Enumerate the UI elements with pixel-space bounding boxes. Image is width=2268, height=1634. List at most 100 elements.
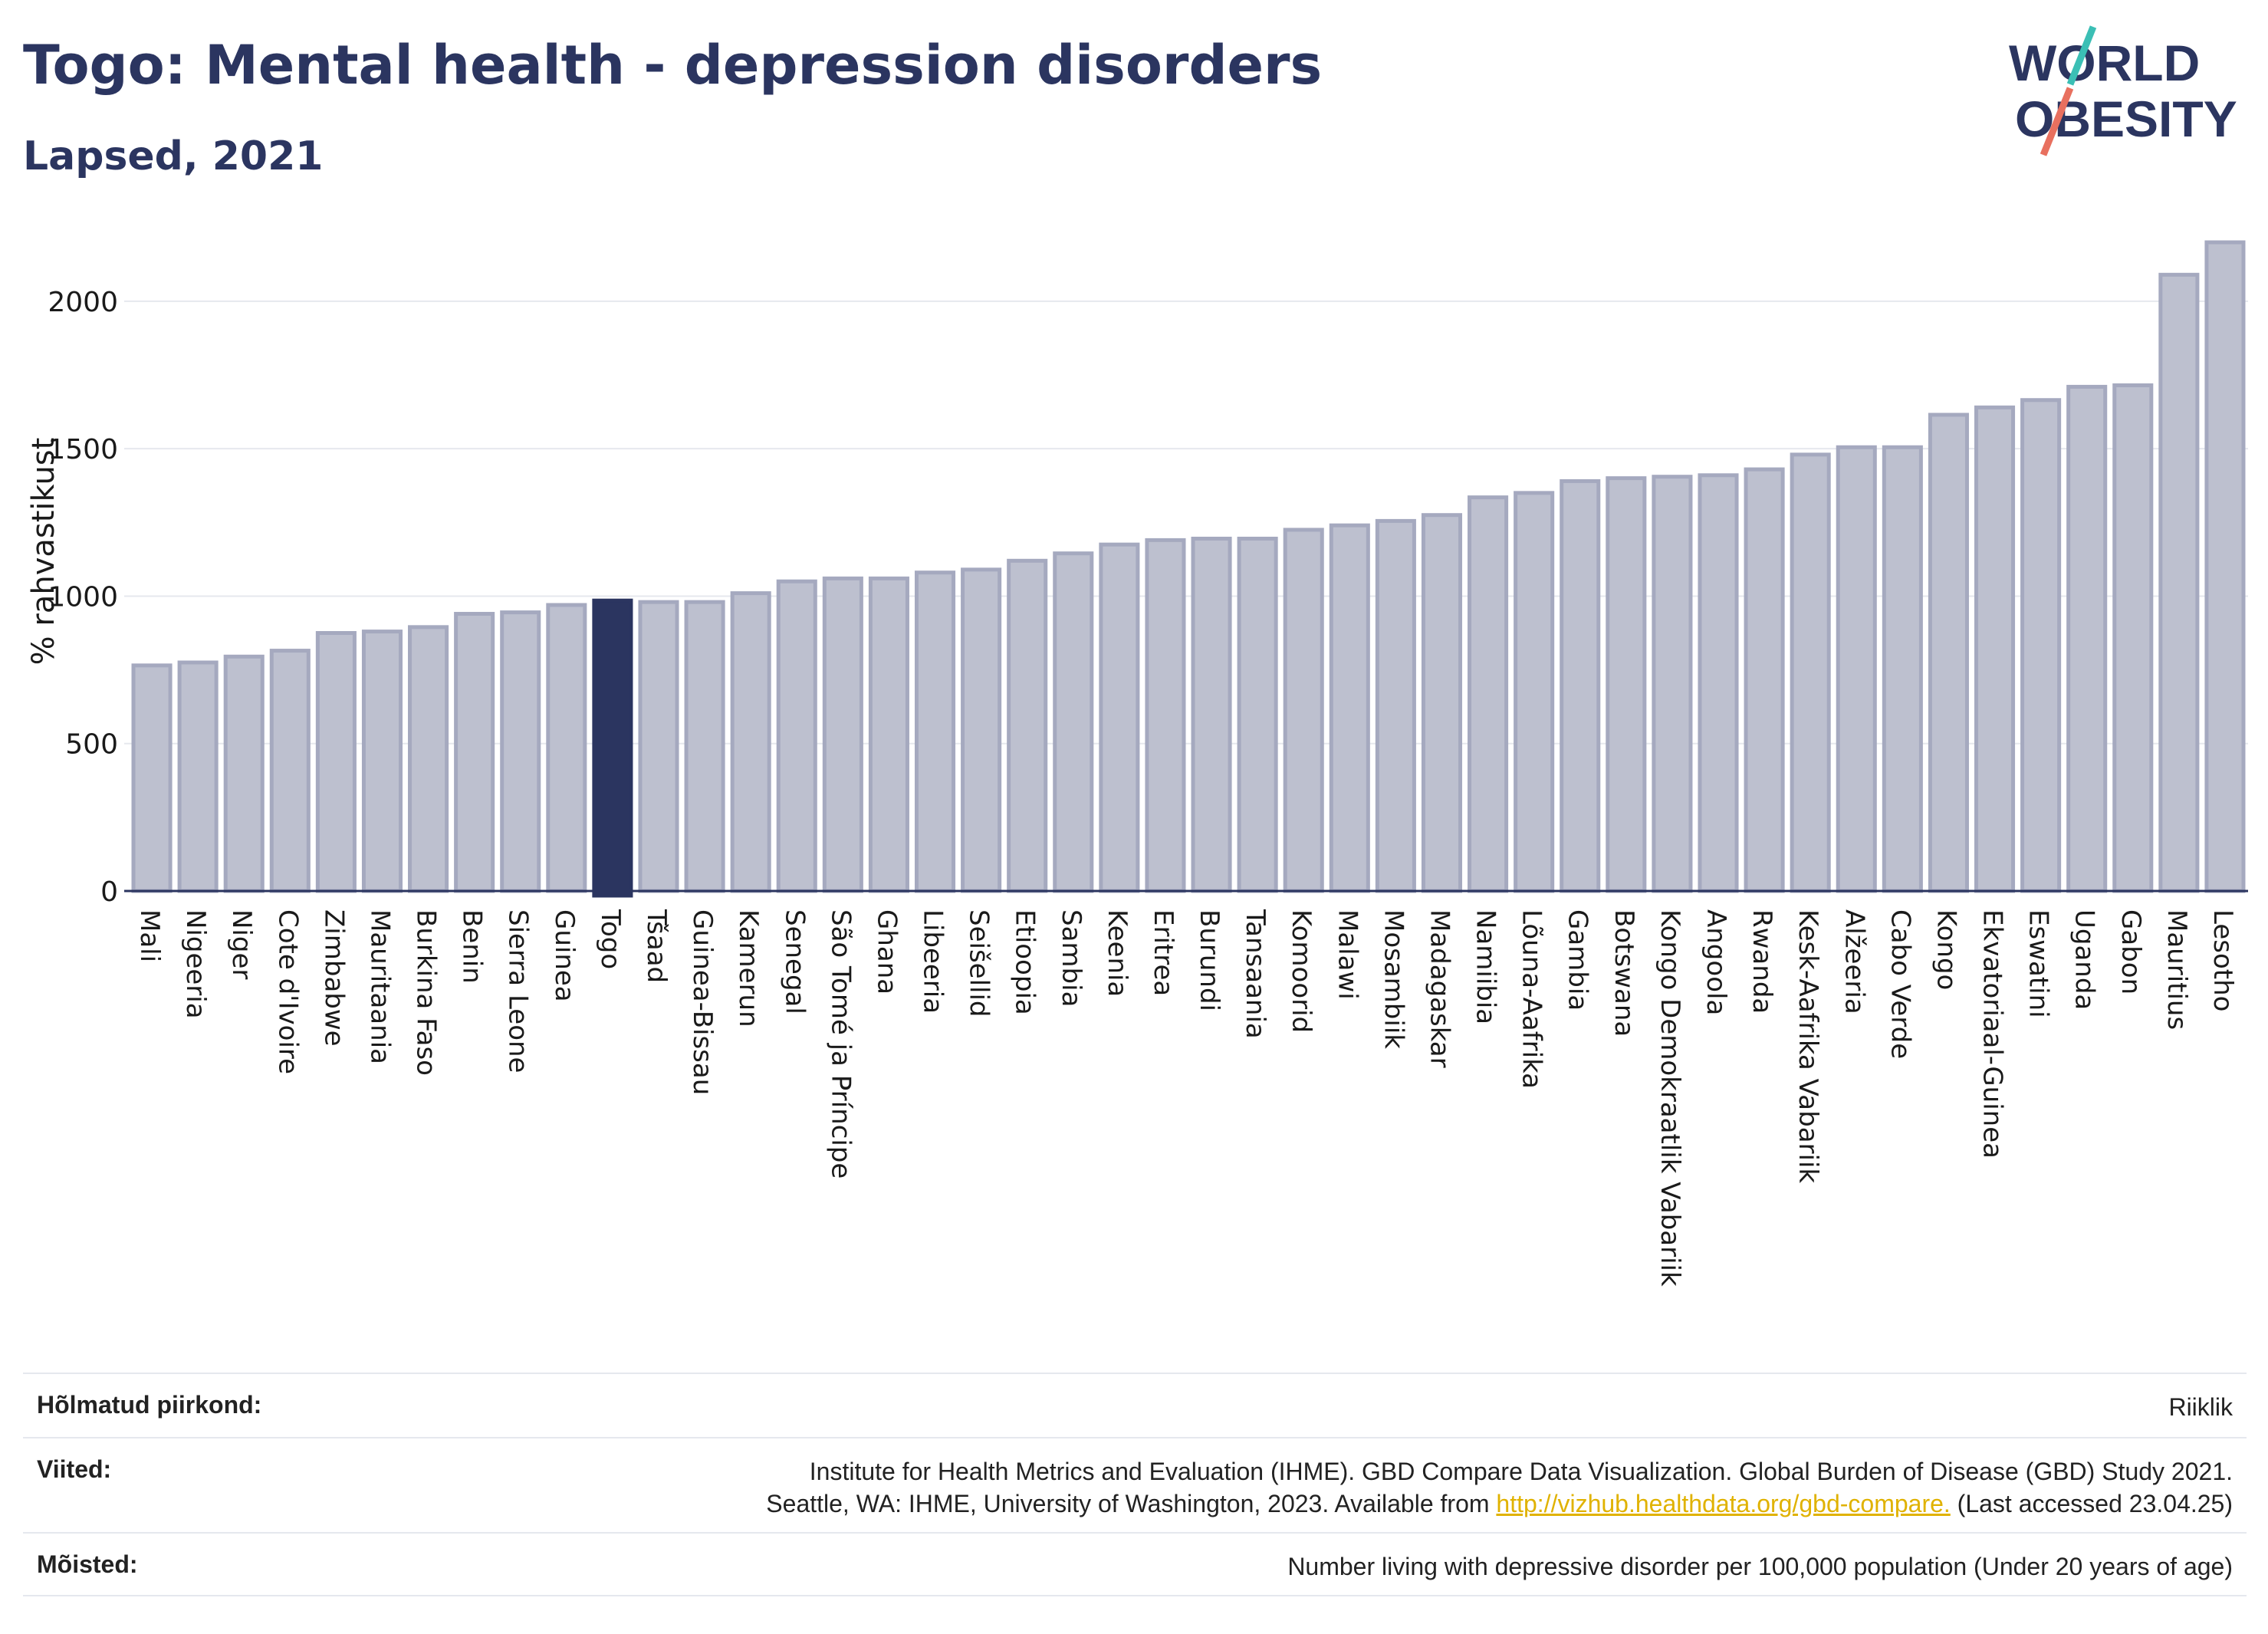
- bar-burundi: [1191, 536, 1232, 893]
- bar-keenia: [1099, 542, 1140, 893]
- bar-togo: [592, 598, 633, 898]
- bar-kongo: [1928, 413, 1969, 893]
- x-tick-label: Ghana: [871, 909, 902, 995]
- bar-chart: 0 500 1000 1500 2000 Mali Nigeeria Niger Cote d…: [26, 240, 2248, 1287]
- x-tick-label: Mauritius: [2161, 909, 2192, 1030]
- y-tick-label: 1000: [48, 581, 118, 613]
- x-tick-label: Burundi: [1194, 909, 1224, 1011]
- x-tick-label: Botswana: [1609, 909, 1639, 1037]
- x-tick-label: Namiibia: [1471, 909, 1501, 1024]
- bar-benin: [454, 612, 495, 893]
- x-tick-label: Keenia: [1102, 909, 1132, 997]
- x-tick-label: Niger: [226, 909, 257, 979]
- bar-kongo-demokraatlik-vabariik: [1652, 475, 1693, 893]
- bar-botswana: [1606, 476, 1647, 893]
- logo-slash-teal: [2066, 25, 2097, 86]
- y-tick-label: 500: [65, 729, 118, 761]
- x-tick-label: Tansaania: [1240, 909, 1270, 1039]
- bar-eswatini: [2020, 398, 2062, 893]
- bar-sambia: [1053, 551, 1094, 893]
- x-tick-label: Benin: [457, 909, 488, 984]
- references-value: Institute for Health Metrics and Evaluat…: [766, 1455, 2233, 1520]
- region-label: Hõlmatud piirkond:: [37, 1391, 262, 1419]
- chart-subtitle: Lapsed, 2021: [23, 133, 324, 179]
- bar-gambia: [1560, 478, 1601, 893]
- bar-eritrea: [1145, 538, 1186, 893]
- chart-title: Togo: Mental health - depression disorde…: [23, 34, 1323, 97]
- footer-row-definitions: Mõisted: Number living with depressive d…: [23, 1532, 2247, 1596]
- x-tick-label: Etioopia: [1010, 909, 1040, 1015]
- x-tick-label: Guinea: [549, 909, 580, 1002]
- references-line2-before: Seattle, WA: IHME, University of Washing…: [766, 1490, 1497, 1517]
- x-tick-label: Sierra Leone: [503, 909, 534, 1073]
- x-tick-label: Libeeria: [918, 909, 948, 1014]
- x-tick-label: Senegal: [779, 909, 810, 1014]
- x-tick-label: Angoola: [1701, 909, 1731, 1015]
- y-axis-label: % rahvastikust: [26, 438, 61, 666]
- bar-sierra-leone: [500, 610, 541, 893]
- y-tick-label: 1500: [48, 434, 118, 465]
- x-tick-label: Ekvatoriaal-Guinea: [1977, 909, 2008, 1159]
- footer-row-references: Viited: Institute for Health Metrics and…: [23, 1437, 2247, 1532]
- x-tick-label: Mosambiik: [1378, 909, 1408, 1049]
- footer-row-region: Hõlmatud piirkond: Riiklik: [23, 1373, 2247, 1437]
- x-tick-label: Kamerun: [733, 909, 764, 1027]
- bar-ghana: [868, 576, 909, 893]
- x-tick-label: Sambia: [1056, 909, 1086, 1007]
- bar-s-o-tom-ja-pr-ncipe: [822, 576, 863, 893]
- bar-namiibia: [1468, 495, 1509, 893]
- bar-zimbabwe: [315, 631, 357, 893]
- bar-cabo-verde: [1882, 445, 1923, 893]
- bar-uganda: [2066, 384, 2108, 893]
- bar-komoorid: [1283, 528, 1324, 893]
- x-tick-label: Nigeeria: [180, 909, 211, 1019]
- x-tick-label: Kesk-Aafrika Vabariik: [1793, 909, 1823, 1183]
- x-tick-label: Mauritaania: [364, 909, 395, 1064]
- region-value: Riiklik: [2168, 1393, 2233, 1421]
- references-label: Viited:: [37, 1455, 112, 1483]
- bar-mauritaania: [361, 630, 403, 893]
- bar-rwanda: [1744, 467, 1785, 893]
- x-tick-label: Tšaad: [641, 909, 672, 983]
- bar-guinea-bissau: [684, 600, 725, 893]
- bar-mosambiik: [1375, 518, 1416, 893]
- y-tick-label: 0: [100, 876, 118, 908]
- bar-t-aad: [638, 600, 679, 893]
- x-tick-label: Gabon: [2115, 909, 2146, 995]
- x-tick-label: Togo: [595, 909, 626, 969]
- bar-gabon: [2112, 383, 2154, 893]
- x-tick-label: Seišellid: [964, 909, 994, 1018]
- x-tick-label: Lesotho: [2207, 909, 2238, 1011]
- x-tick-label: Kongo Demokraatlik Vabariik: [1655, 909, 1685, 1287]
- x-tick-label: Cabo Verde: [1885, 909, 1915, 1059]
- bar-ekvatoriaal-guinea: [1974, 405, 2016, 893]
- bar-mali: [131, 663, 173, 893]
- x-tick-label: São Tomé ja Príncipe: [825, 909, 856, 1179]
- bar-tansaania: [1237, 536, 1278, 893]
- x-tick-label: Alžeeria: [1839, 909, 1869, 1014]
- definitions-value: Number living with depressive disorder p…: [1287, 1553, 2233, 1580]
- bar-nigeeria: [177, 660, 219, 893]
- x-tick-label: Guinea-Bissau: [687, 909, 718, 1095]
- bar-senegal: [776, 579, 817, 893]
- logo-slash-coral: [2040, 87, 2074, 156]
- references-line2-after: (Last accessed 23.04.25): [1950, 1490, 2233, 1517]
- x-tick-label: Rwanda: [1747, 909, 1777, 1014]
- x-tick-label: Burkina Faso: [411, 909, 442, 1076]
- bar-l-una-aafrika: [1514, 491, 1555, 893]
- logo-line1: WORLD: [2009, 35, 2200, 91]
- bar-lesotho: [2204, 240, 2246, 893]
- x-axis-labels: Mali Nigeeria Niger Cote d'Ivoire Zimbabwe Ma…: [134, 909, 2238, 1287]
- y-tick-label: 2000: [48, 287, 118, 318]
- bar-sei-ellid: [961, 567, 1002, 893]
- bar-malawi: [1329, 523, 1370, 893]
- bar-cote-d-ivoire: [269, 649, 311, 893]
- references-line1: Institute for Health Metrics and Evaluat…: [809, 1458, 2233, 1485]
- source-link[interactable]: http://vizhub.healthdata.org/gbd-compare…: [1496, 1490, 1951, 1517]
- bar-guinea: [546, 603, 587, 893]
- y-axis-ticks: 0 500 1000 1500 2000: [48, 287, 118, 908]
- x-tick-label: Gambia: [1563, 909, 1593, 1011]
- definitions-label: Mõisted:: [37, 1550, 138, 1578]
- bar-angoola: [1698, 473, 1739, 893]
- x-tick-label: Madagaskar: [1424, 909, 1454, 1068]
